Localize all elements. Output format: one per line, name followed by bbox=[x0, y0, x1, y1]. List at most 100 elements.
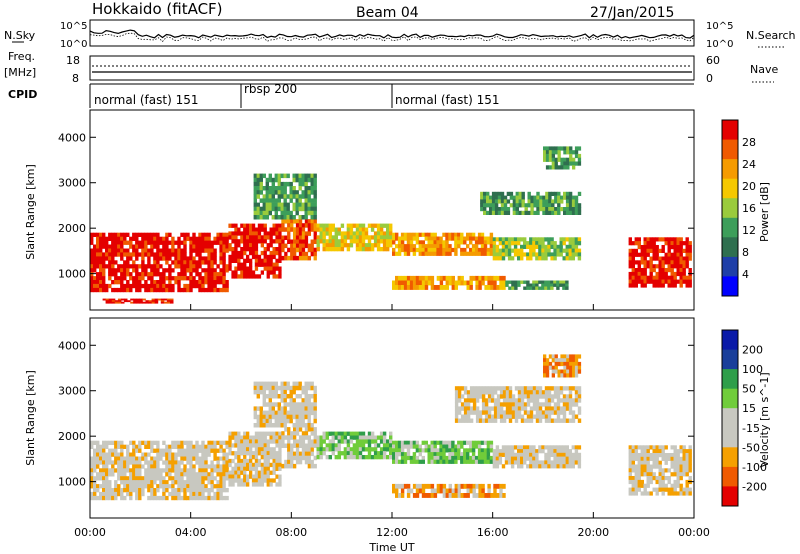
power-colorbar-label: Power [dB] bbox=[758, 182, 771, 242]
range-gate-cell bbox=[237, 462, 241, 468]
range-gate-cell bbox=[400, 452, 405, 457]
range-gate-cell bbox=[168, 240, 172, 245]
range-gate-cell bbox=[496, 386, 501, 391]
range-gate-cell bbox=[90, 272, 94, 277]
range-gate-cell bbox=[301, 431, 306, 436]
range-gate-cell bbox=[536, 191, 540, 196]
range-gate-cell bbox=[108, 252, 112, 257]
range-gate-cell bbox=[492, 248, 497, 253]
range-gate-cell bbox=[325, 455, 329, 460]
range-gate-cell bbox=[222, 472, 226, 477]
range-gate-cell bbox=[275, 455, 279, 460]
range-gate-cell bbox=[295, 427, 300, 432]
range-gate-cell bbox=[225, 464, 229, 469]
range-gate-cell bbox=[493, 285, 497, 290]
range-gate-cell bbox=[560, 207, 564, 212]
range-gate-cell bbox=[266, 443, 270, 448]
range-gate-cell bbox=[117, 300, 122, 303]
range-gate-cell bbox=[379, 431, 384, 436]
range-gate-cell bbox=[269, 250, 273, 256]
range-gate-cell bbox=[543, 150, 547, 155]
range-gate-cell bbox=[111, 440, 115, 445]
range-gate-cell bbox=[272, 262, 276, 267]
range-gate-cell bbox=[517, 414, 522, 419]
range-gate-cell bbox=[117, 280, 121, 285]
range-gate-cell bbox=[90, 476, 94, 481]
range-gate-cell bbox=[268, 389, 272, 395]
range-gate-cell bbox=[269, 270, 273, 275]
range-gate-cell bbox=[460, 418, 465, 423]
range-gate-cell bbox=[503, 195, 508, 200]
range-gate-cell bbox=[500, 203, 505, 208]
range-gate-cell bbox=[269, 254, 273, 260]
range-gate-cell bbox=[271, 190, 275, 195]
range-gate-cell bbox=[515, 195, 519, 200]
range-gate-cell bbox=[436, 244, 440, 249]
range-gate-cell bbox=[240, 439, 244, 444]
range-gate-cell bbox=[406, 444, 411, 449]
range-gate-cell bbox=[213, 260, 217, 265]
range-gate-cell bbox=[246, 258, 250, 263]
range-gate-cell bbox=[412, 280, 417, 286]
range-gate-cell bbox=[168, 491, 172, 497]
range-gate-cell bbox=[231, 250, 235, 256]
range-gate-cell bbox=[469, 406, 474, 411]
range-gate-cell bbox=[274, 210, 278, 216]
range-gate-cell bbox=[364, 243, 369, 248]
range-gate-cell bbox=[325, 443, 329, 448]
range-gate-cell bbox=[498, 241, 503, 246]
range-gate-cell bbox=[93, 264, 97, 269]
range-gate-cell bbox=[463, 448, 467, 453]
range-gate-cell bbox=[340, 451, 345, 456]
range-gate-cell bbox=[275, 262, 279, 267]
range-gate-cell bbox=[418, 251, 422, 256]
range-gate-cell bbox=[171, 468, 175, 473]
range-gate-cell bbox=[156, 236, 160, 241]
range-gate-cell bbox=[141, 452, 145, 457]
range-gate-cell bbox=[497, 199, 502, 204]
range-gate-cell bbox=[557, 361, 561, 367]
range-gate-cell bbox=[292, 194, 296, 199]
range-gate-cell bbox=[192, 464, 196, 469]
range-gate-cell bbox=[165, 468, 169, 473]
range-gate-cell bbox=[646, 472, 650, 477]
range-gate-cell bbox=[505, 283, 509, 287]
range-gate-cell bbox=[304, 410, 308, 416]
range-gate-cell bbox=[376, 231, 381, 236]
range-gate-cell bbox=[445, 455, 449, 461]
range-gate-cell bbox=[105, 464, 109, 469]
range-gate-cell bbox=[496, 394, 501, 399]
range-gate-cell bbox=[526, 286, 530, 290]
range-gate-cell bbox=[551, 199, 555, 204]
range-gate-cell bbox=[652, 460, 656, 465]
range-gate-cell bbox=[286, 210, 290, 216]
range-gate-cell bbox=[263, 455, 267, 460]
range-gate-cell bbox=[520, 418, 525, 423]
range-gate-cell bbox=[114, 300, 119, 303]
range-gate-cell bbox=[265, 423, 269, 428]
range-gate-cell bbox=[150, 268, 154, 273]
range-gate-cell bbox=[577, 394, 582, 399]
range-gate-cell bbox=[204, 460, 208, 465]
range-gate-cell bbox=[192, 484, 196, 489]
range-gate-cell bbox=[249, 266, 253, 271]
range-gate-cell bbox=[667, 241, 671, 246]
range-gate-cell bbox=[433, 244, 437, 249]
range-gate-cell bbox=[463, 280, 467, 286]
range-gate-cell bbox=[523, 460, 527, 465]
range-gate-cell bbox=[631, 464, 635, 469]
range-gate-cell bbox=[283, 398, 287, 403]
range-gate-cell bbox=[307, 410, 311, 416]
range-gate-cell bbox=[108, 468, 112, 473]
range-gate-cell bbox=[259, 190, 263, 195]
range-gate-cell bbox=[502, 285, 506, 290]
range-gate-cell bbox=[135, 472, 139, 477]
range-gate-cell bbox=[189, 440, 193, 445]
range-gate-cell bbox=[499, 418, 504, 423]
range-gate-cell bbox=[529, 414, 534, 419]
range-gate-cell bbox=[228, 258, 232, 263]
range-gate-cell bbox=[117, 264, 121, 269]
range-gate-cell bbox=[634, 275, 638, 280]
range-gate-cell bbox=[495, 244, 500, 249]
range-gate-cell bbox=[177, 272, 181, 277]
